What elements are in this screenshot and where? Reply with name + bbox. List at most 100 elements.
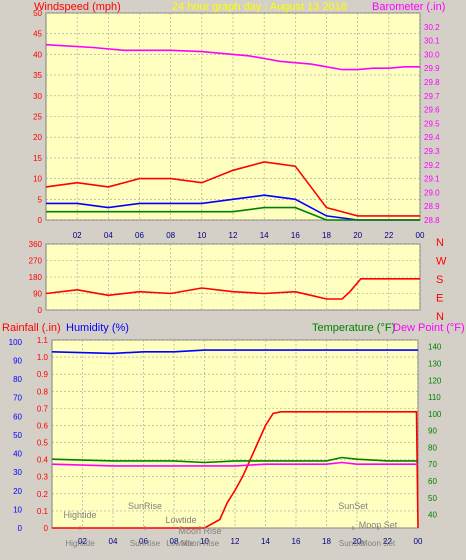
barometer-tick-label: 29.5 — [424, 119, 440, 128]
humidity-tick-label: 20 — [13, 487, 22, 496]
barometer-tick-label: 29.1 — [424, 175, 440, 184]
rainfall-tick-label: 0.6 — [37, 421, 49, 430]
wind-x-tick: 10 — [197, 231, 206, 240]
rain-humidity-temp-panel: 0 0.1 0.2 0.3 0.4 0.5 0.6 0.7 0.8 0.9 1.0 1.1 0 10 20 3… — [9, 336, 442, 548]
temperature-tick-label: 70 — [428, 460, 437, 469]
barometer-axis-label: Barometer (.in) — [372, 1, 445, 13]
rainfall-axis-label: Rainfall (.in) — [2, 322, 61, 334]
compass-label: W — [436, 256, 447, 268]
rainfall-tick-label: 0.1 — [37, 507, 49, 516]
rain-x-tick: 18 — [322, 537, 331, 546]
series-dew-point — [51, 461, 418, 467]
barometer-tick-label: 29.4 — [424, 133, 440, 142]
rain-x-tick: 08 — [170, 537, 179, 546]
barometer-tick-label: 29.7 — [424, 92, 440, 101]
series-barometer — [45, 43, 420, 71]
windspeed-tick-label: 15 — [33, 154, 42, 163]
astro-x-label: Hightide — [65, 539, 95, 548]
humidity-tick-label: 30 — [13, 468, 22, 477]
windspeed-tick-label: 20 — [33, 133, 42, 142]
wind-x-tick: 16 — [291, 231, 300, 240]
rain-x-tick: 12 — [231, 537, 240, 546]
rainfall-tick-label: 0.4 — [37, 456, 49, 465]
series-rainfall — [52, 410, 419, 529]
astro-x-label: SunRise — [130, 539, 161, 548]
temperature-tick-label: 110 — [428, 393, 441, 402]
compass-label: N — [436, 237, 444, 249]
wind-barometer-panel: 0 5 10 15 20 25 30 35 40 45 50 28.8 28.9 29.0 29.1 29.2… — [33, 9, 440, 240]
wind-x-tick: 06 — [135, 231, 144, 240]
rainfall-tick-label: 0.5 — [37, 439, 49, 448]
direction-tick-label: 0 — [38, 306, 43, 315]
astro-x-label: Moon Rise — [181, 539, 220, 548]
barometer-tick-label: 30.2 — [424, 23, 440, 32]
barometer-tick-label: 29.8 — [424, 78, 440, 87]
rainfall-tick-label: 0.7 — [37, 404, 49, 413]
rain-x-tick: 20 — [353, 537, 362, 546]
wind-x-tick: 00 — [416, 231, 425, 240]
humidity-tick-label: 10 — [13, 505, 22, 514]
barometer-tick-label: 29.3 — [424, 147, 440, 156]
series-humidity — [51, 349, 418, 355]
rain-x-tick: 06 — [139, 537, 148, 546]
astro-x-label: SunSet — [339, 539, 366, 548]
rainfall-tick-label: 0.2 — [37, 490, 49, 499]
compass-label: E — [436, 293, 443, 305]
humidity-tick-label: 80 — [13, 375, 22, 384]
humidity-tick-label: 90 — [13, 356, 22, 365]
temperature-tick-label: 50 — [428, 494, 437, 503]
rainfall-tick-label: 1.1 — [37, 336, 49, 345]
temperature-tick-label: 100 — [428, 410, 442, 419]
astro-annotation: Lowtide — [165, 515, 196, 525]
windspeed-tick-label: 35 — [33, 71, 42, 80]
humidity-tick-label: 0 — [18, 524, 23, 533]
direction-tick-label: 270 — [29, 257, 43, 266]
direction-tick-label: 360 — [29, 240, 43, 249]
windspeed-axis-label: Windspeed (mph) — [34, 1, 121, 13]
dewpoint-axis-label: Dew Point (°F) — [393, 322, 465, 334]
windspeed-tick-label: 50 — [33, 9, 42, 18]
series-temperature — [51, 456, 418, 464]
temperature-tick-label: 60 — [428, 477, 437, 486]
humidity-tick-label: 70 — [13, 394, 22, 403]
rainfall-tick-label: 1.0 — [37, 353, 49, 362]
humidity-tick-label: 60 — [13, 412, 22, 421]
barometer-tick-label: 30.0 — [424, 50, 440, 59]
chart-title: 24 hour graph day : August 13 2018 — [172, 1, 347, 13]
astro-x-label: Lowtide — [166, 539, 194, 548]
rain-x-tick: 16 — [292, 537, 301, 546]
temperature-axis-label: Temperature (°F) — [312, 322, 395, 334]
series-direction — [45, 277, 420, 300]
wind-x-tick: 22 — [384, 231, 393, 240]
temperature-tick-label: 90 — [428, 427, 437, 436]
windspeed-tick-label: 30 — [33, 92, 42, 101]
barometer-tick-label: 29.9 — [424, 64, 440, 73]
wind-x-tick: 04 — [104, 231, 113, 240]
windspeed-tick-label: 5 — [38, 195, 43, 204]
wind-x-tick: 20 — [353, 231, 362, 240]
temperature-tick-label: 130 — [428, 360, 442, 369]
rain-x-tick: 22 — [383, 537, 392, 546]
barometer-tick-label: 28.9 — [424, 202, 440, 211]
rainfall-tick-label: 0.9 — [37, 370, 49, 379]
wind-x-tick: 08 — [166, 231, 175, 240]
series-gust — [45, 161, 420, 217]
compass-label: N — [436, 311, 444, 323]
astro-annotation: Moon Set — [359, 520, 398, 530]
direction-tick-label: 90 — [33, 290, 42, 299]
rain-x-tick: 02 — [78, 537, 87, 546]
barometer-tick-label: 28.8 — [424, 216, 440, 225]
temperature-tick-label: 120 — [428, 376, 442, 385]
astro-annotation: Moon Rise — [178, 526, 221, 536]
rain-x-tick: 04 — [109, 537, 118, 546]
wind-x-tick: 02 — [73, 231, 82, 240]
humidity-axis-label: Humidity (%) — [66, 322, 129, 334]
windspeed-tick-label: 25 — [33, 113, 42, 122]
windspeed-tick-label: 40 — [33, 50, 42, 59]
astro-annotation: SunRise — [128, 501, 162, 511]
windspeed-tick-label: 0 — [38, 216, 43, 225]
humidity-tick-label: 100 — [9, 338, 23, 347]
